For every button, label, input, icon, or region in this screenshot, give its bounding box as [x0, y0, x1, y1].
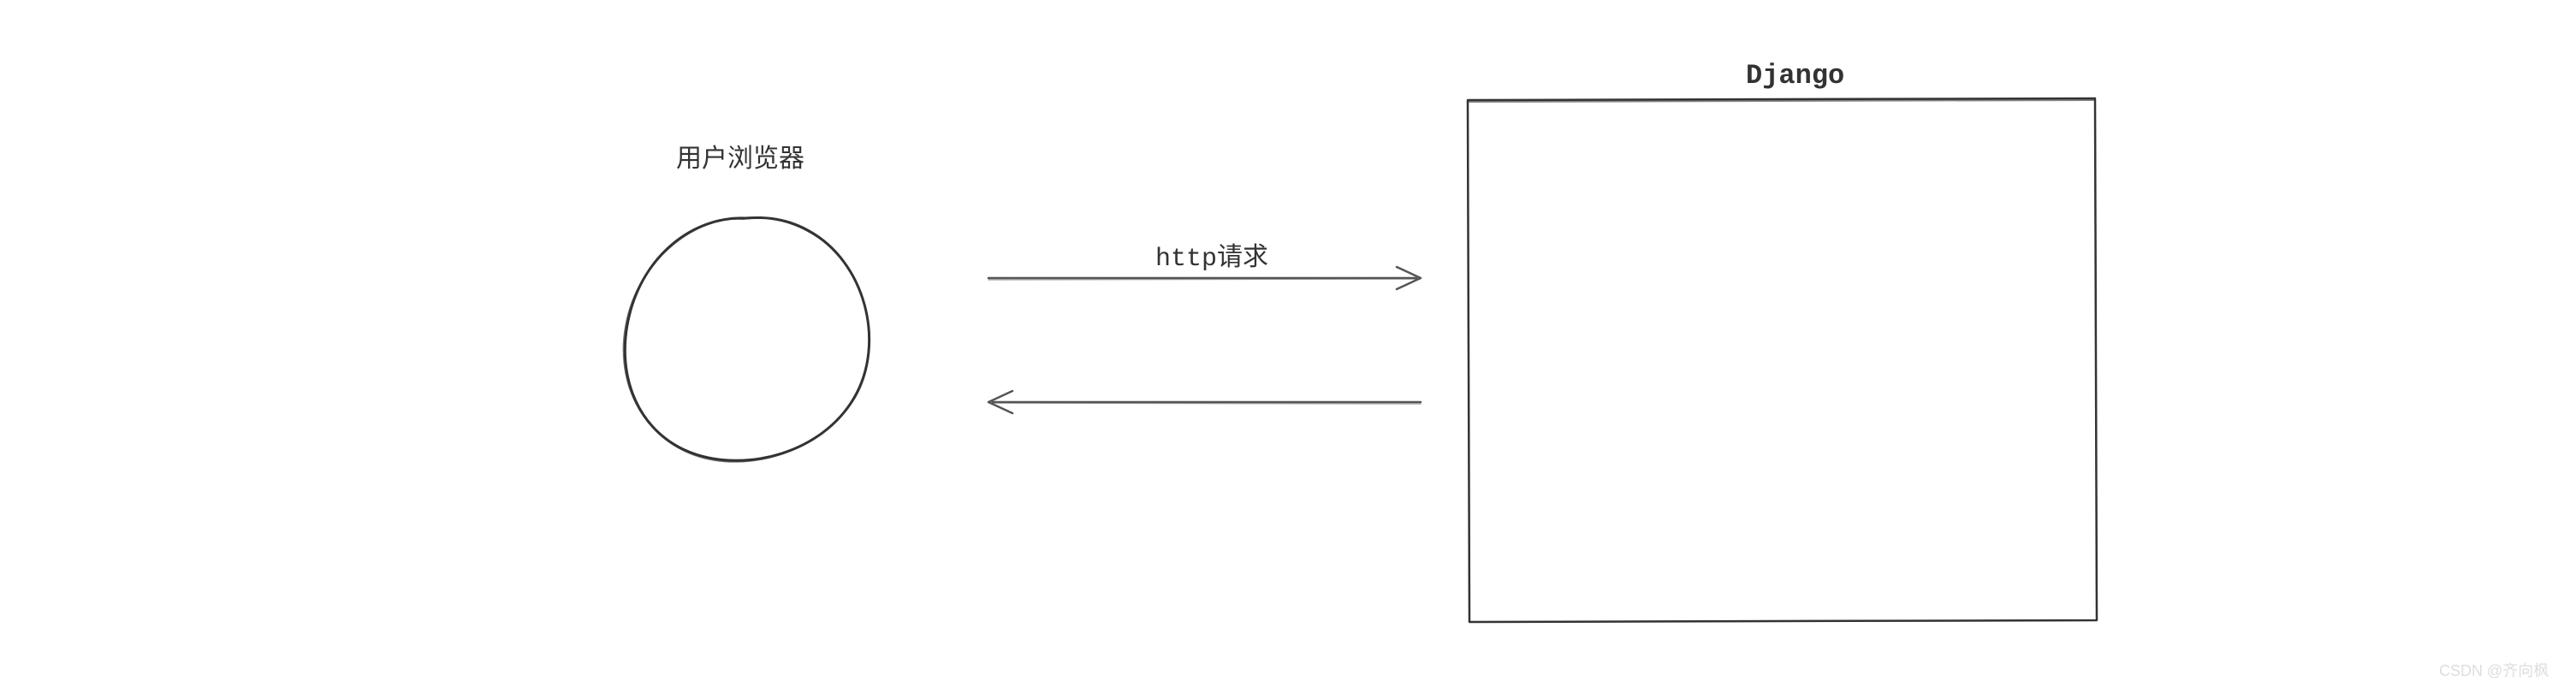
http-request-label: http请求	[1155, 235, 1268, 274]
diagram-canvas	[0, 0, 2576, 679]
django-rectangle	[1468, 98, 2097, 622]
browser-label: 用户浏览器	[676, 137, 804, 175]
watermark-label: CSDN @齐向枫	[2439, 659, 2549, 681]
response-arrow	[988, 391, 1421, 413]
browser-circle	[624, 217, 870, 461]
django-label: Django	[1746, 60, 1844, 92]
